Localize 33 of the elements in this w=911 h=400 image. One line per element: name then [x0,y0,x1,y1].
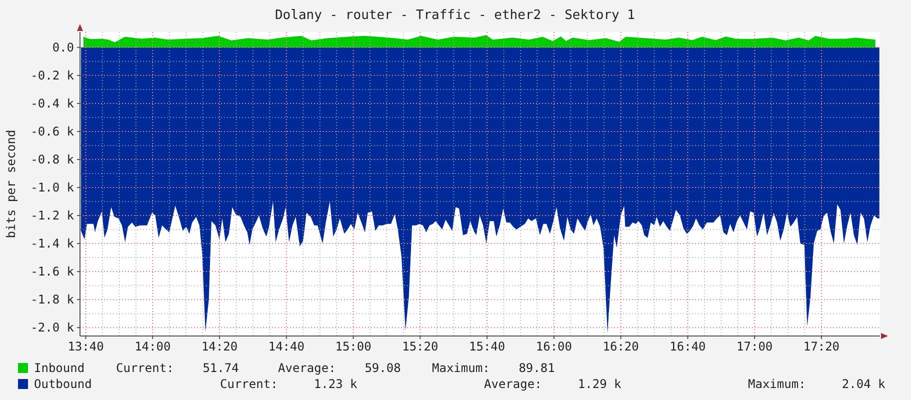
y-axis-title: bits per second [4,130,18,238]
legend-label: Inbound [34,361,85,375]
x-tick-label: 17:20 [803,340,840,354]
x-tick-label: 16:40 [670,340,706,354]
x-tick-label: 14:00 [134,340,171,354]
x-tick-label: 15:40 [469,340,506,354]
x-tick-label: 17:00 [736,340,773,354]
y-tick-label: -1.0 k [30,180,75,194]
y-tick-label: -1.6 k [30,264,75,278]
y-tick-label: -1.8 k [30,292,75,306]
y-tick-label: -1.2 k [30,208,75,222]
text: Current: 1.23 k [220,377,358,391]
y-tick-label: -0.2 k [30,68,75,82]
y-tick-label: -0.4 k [30,96,75,110]
text: Average: 59.08 [278,361,401,375]
x-tick-label: 13:40 [68,340,104,354]
x-tick-label: 15:20 [402,340,438,354]
y-tick-label: 0.0 [52,40,74,54]
text: Maximum: 2.04 k [748,377,886,391]
text: Current: 51.74 [116,361,239,375]
text: Maximum: 89.81 [432,361,555,375]
legend-label: Outbound [34,377,92,391]
chart-title: Dolany - router - Traffic - ether2 - Sektory 1 [274,8,636,23]
y-tick-label: -0.6 k [30,124,75,138]
x-tick-label: 14:40 [268,340,304,354]
x-tick-label: 14:20 [201,340,238,354]
x-tick-label: 16:00 [536,340,572,354]
x-tick-label: 15:00 [335,340,372,354]
y-tick-label: -1.4 k [30,236,75,250]
y-tick-label: -2.0 k [30,320,75,334]
x-tick-label: 16:20 [602,340,639,354]
y-tick-label: -0.8 k [30,152,75,166]
text: Average: 1.29 k [484,377,622,391]
